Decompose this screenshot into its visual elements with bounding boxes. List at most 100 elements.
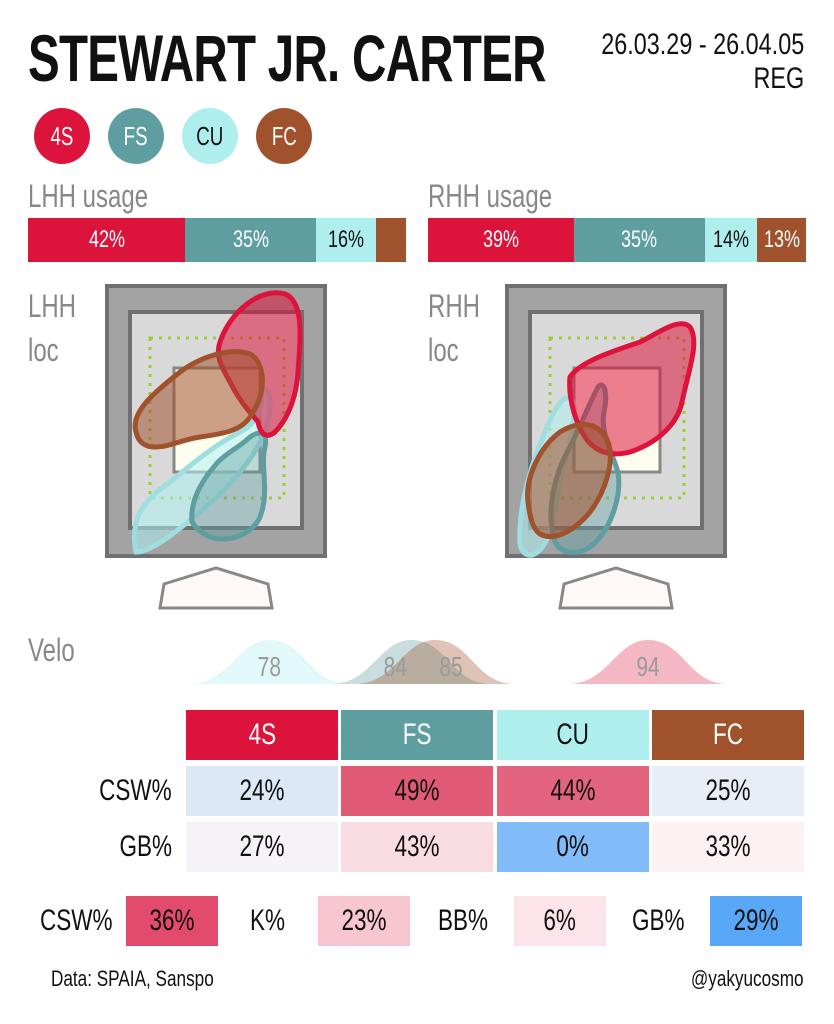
- summary-value: 6%: [543, 904, 577, 937]
- usage-segment-label: 35%: [621, 226, 658, 253]
- summary-label: GB%: [632, 896, 702, 946]
- table-cell-value: 49%: [394, 774, 440, 807]
- summary-label: K%: [250, 896, 297, 946]
- velo-dist-cu: [189, 640, 350, 684]
- table-cell: 33%: [652, 822, 804, 872]
- lhh-fc-contour: [132, 349, 265, 450]
- summary-label-text: K%: [250, 904, 286, 937]
- summary-value-box: 29%: [710, 896, 802, 946]
- summary-value: 36%: [149, 904, 195, 937]
- date-range: 26.03.29 - 26.04.05 REG: [601, 28, 804, 96]
- lhh-usage-bar: 42% 35% 16%: [28, 218, 406, 262]
- table-header-fc: FC: [652, 710, 804, 760]
- summary-label-text: GB%: [632, 904, 685, 937]
- table-header-label: CU: [556, 718, 590, 751]
- legend-chip-cu: CU: [182, 108, 238, 164]
- legend-label: FC: [271, 120, 297, 151]
- table-cell-value: 44%: [550, 774, 596, 807]
- legend-label: FS: [124, 120, 148, 151]
- table-cell: 0%: [497, 822, 649, 872]
- table-cell-value: 33%: [705, 830, 751, 863]
- rhh-usage-label: RHH usage: [428, 178, 553, 214]
- velo-dist-4s: [568, 640, 728, 684]
- usage-segment-fc: 13%: [757, 218, 806, 262]
- rhh-home-plate: [558, 566, 674, 610]
- season-type: REG: [753, 62, 804, 95]
- legend-label: 4S: [50, 120, 74, 151]
- usage-segment-fc: [376, 218, 406, 262]
- data-source: Data: SPAIA, Sanspo: [28, 966, 237, 992]
- legend-label: CU: [196, 120, 224, 151]
- usage-segment-label: 14%: [713, 226, 750, 253]
- velo-dist-fc: [355, 640, 515, 684]
- table-row-label-text: CSW%: [99, 774, 172, 807]
- lhh-home-plate: [158, 566, 274, 610]
- table-header-cu: CU: [497, 710, 649, 760]
- summary-value-box: 36%: [126, 896, 218, 946]
- table-cell: 43%: [341, 822, 493, 872]
- table-row-label: CSW%: [24, 766, 172, 816]
- usage-segment-cu: 14%: [704, 218, 758, 262]
- rhh-fc-contour: [525, 422, 613, 539]
- table-header-label: FC: [713, 718, 743, 751]
- summary-label: CSW%: [40, 896, 137, 946]
- lhh-location-plot: [105, 284, 327, 610]
- table-cell: 44%: [497, 766, 649, 816]
- rhh-loc-line1: RHH: [428, 288, 480, 324]
- usage-segment-label: 35%: [232, 226, 269, 253]
- table-cell-value: 0%: [556, 830, 590, 863]
- legend-chip-fc: FC: [256, 108, 312, 164]
- table-header-fs: FS: [341, 710, 493, 760]
- rhh-location-plot: [505, 284, 727, 610]
- usage-segment-label: 13%: [763, 226, 800, 253]
- table-header-label: 4S: [248, 718, 276, 751]
- rhh-usage-bar: 39% 35% 14% 13%: [428, 218, 806, 262]
- table-cell: 49%: [341, 766, 493, 816]
- table-row-label: GB%: [24, 822, 172, 872]
- rhh-loc-label: RHH loc: [428, 284, 480, 372]
- usage-segment-fs: 35%: [185, 218, 317, 262]
- table-cell: 25%: [652, 766, 804, 816]
- summary-label-text: CSW%: [40, 904, 113, 937]
- date-range-text: 26.03.29 - 26.04.05: [601, 28, 804, 61]
- rhh-loc-line2: loc: [428, 332, 459, 368]
- velo-label: Velo: [28, 632, 75, 668]
- legend-chip-4s: 4S: [34, 108, 90, 164]
- table-cell: 27%: [186, 822, 338, 872]
- page-title: STEWART JR. CARTER: [28, 21, 546, 95]
- usage-segment-cu: 16%: [316, 218, 377, 262]
- velo-chart: 78 84 85 94: [189, 640, 728, 684]
- velo-label-fs: 84: [384, 652, 408, 683]
- usage-segment-label: 42%: [88, 226, 125, 253]
- pitch-legend: 4S FS CU FC: [34, 108, 312, 164]
- table-header-label: FS: [402, 718, 432, 751]
- summary-label-text: BB%: [438, 904, 489, 937]
- lhh-loc-line2: loc: [28, 332, 59, 368]
- usage-segment-4s: 42%: [28, 218, 186, 262]
- author-handle-text: @yakyucosmo: [691, 966, 804, 991]
- lhh-loc-label: LHH loc: [28, 284, 76, 372]
- table-cell: 24%: [186, 766, 338, 816]
- usage-segment-label: 16%: [328, 226, 365, 253]
- lhh-loc-line1: LHH: [28, 288, 77, 324]
- table-cell-value: 25%: [705, 774, 751, 807]
- table-cell-value: 27%: [239, 830, 285, 863]
- usage-segment-label: 39%: [482, 226, 519, 253]
- legend-chip-fs: FS: [108, 108, 164, 164]
- summary-value: 29%: [733, 904, 779, 937]
- table-row-label-text: GB%: [119, 830, 172, 863]
- summary-value: 23%: [341, 904, 387, 937]
- summary-value-box: 6%: [514, 896, 606, 946]
- author-handle: @yakyucosmo: [659, 966, 804, 992]
- table-cell-value: 24%: [239, 774, 285, 807]
- velo-label-fc: 85: [439, 652, 462, 683]
- velo-dist-fs: [331, 640, 492, 684]
- lhh-usage-label: LHH usage: [28, 178, 149, 214]
- usage-segment-fs: 35%: [573, 218, 705, 262]
- usage-segment-4s: 39%: [428, 218, 574, 262]
- velo-label-4s: 94: [636, 652, 660, 683]
- data-source-text: Data: SPAIA, Sanspo: [50, 966, 214, 991]
- summary-label: BB%: [438, 896, 505, 946]
- table-cell-value: 43%: [394, 830, 440, 863]
- summary-value-box: 23%: [318, 896, 410, 946]
